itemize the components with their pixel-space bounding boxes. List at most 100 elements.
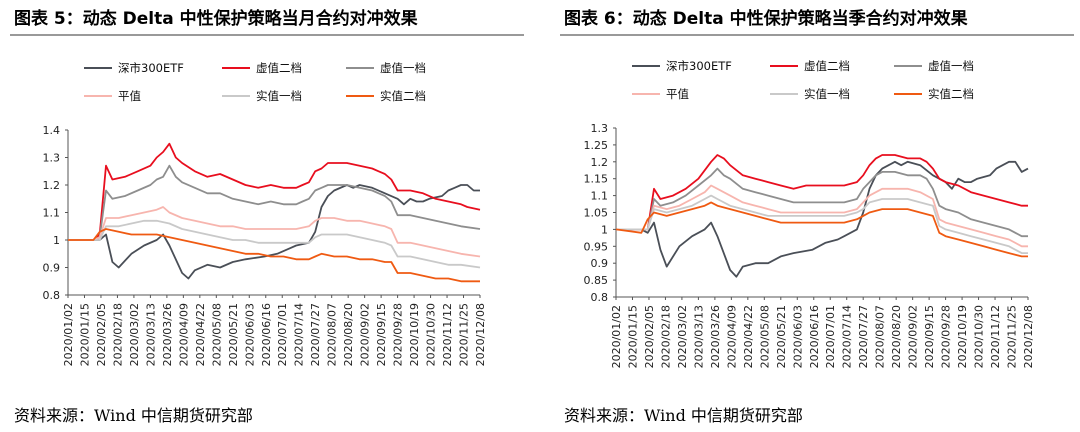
x-tick-label: 2020/07/14 — [841, 305, 854, 368]
y-tick-label: 1.15 — [584, 173, 609, 186]
x-tick-label: 2020/02/05 — [643, 305, 656, 368]
x-tick-label: 2020/04/22 — [194, 303, 207, 366]
legend-label-atm: 平值 — [666, 87, 689, 101]
legend-label-itm1: 虚值一档 — [928, 59, 974, 73]
x-tick-label: 2020/06/03 — [791, 305, 804, 368]
x-tick-label: 2020/04/09 — [725, 305, 738, 368]
x-tick-label: 2020/03/13 — [144, 303, 157, 366]
x-tick-label: 2020/01/15 — [626, 305, 639, 368]
x-tick-label: 2020/02/18 — [659, 305, 672, 368]
chart-panel-monthly: 图表 5：动态 Delta 中性保护策略当月合约对冲效果 0.8 0.9 1 1.1 1… — [0, 0, 530, 432]
x-tick-label: 2020/03/26 — [709, 305, 722, 368]
x-tick-label: 2020/10/19 — [408, 303, 421, 366]
x-tick-label: 2020/08/07 — [874, 305, 887, 368]
x-tick-label: 2020/06/16 — [808, 305, 821, 368]
series-line-itm2 — [616, 154, 1028, 231]
series-line-itm2 — [68, 142, 481, 241]
y-tick-label: 1.2 — [591, 156, 609, 169]
legend-label-otm1: 实值一档 — [256, 89, 302, 103]
y-tick-label: 1 — [601, 223, 608, 236]
x-tick-label: 2020/10/19 — [956, 305, 969, 368]
title-rule — [10, 34, 524, 36]
y-tick-label: 1.3 — [43, 152, 61, 165]
legend-label-atm: 平值 — [118, 89, 141, 103]
series-line-otm2 — [615, 201, 1028, 258]
y-tick-label: 1.05 — [584, 207, 609, 220]
x-tick-label: 2020/07/14 — [293, 303, 306, 366]
x-tick-label: 2020/09/28 — [392, 303, 405, 366]
x-tick-label: 2020/09/15 — [923, 305, 936, 368]
x-tick-label: 2020/11/25 — [458, 303, 471, 366]
x-tick-label: 2020/12/08 — [1022, 305, 1035, 368]
x-tick-label: 2020/09/02 — [907, 305, 920, 368]
x-tick-label: 2020/02/18 — [111, 303, 124, 366]
x-tick-label: 2020/03/02 — [128, 303, 141, 366]
x-tick-label: 2020/09/15 — [375, 303, 388, 366]
x-tick-label: 2020/03/02 — [676, 305, 689, 368]
source-note: 资料来源：Wind 中信期货研究部 — [14, 406, 253, 425]
series-line-otm1 — [68, 219, 481, 269]
series-line-hs300etf — [68, 184, 480, 280]
y-tick-label: 0.8 — [43, 289, 61, 302]
series-line-otm1 — [616, 194, 1028, 254]
y-tick-label: 0.85 — [584, 274, 609, 287]
x-tick-label: 2020/04/09 — [177, 303, 190, 366]
x-tick-label: 2020/11/12 — [441, 303, 454, 366]
series-line-otm2 — [68, 228, 480, 283]
series-line-hs300etf — [616, 160, 1029, 278]
x-tick-label: 2020/04/22 — [742, 305, 755, 368]
x-tick-label: 2020/07/27 — [857, 305, 870, 368]
y-tick-label: 1.1 — [591, 190, 609, 203]
x-tick-label: 2020/06/03 — [243, 303, 256, 366]
x-tick-label: 2020/12/08 — [474, 303, 487, 366]
y-tick-label: 1.1 — [43, 207, 61, 220]
x-tick-label: 2020/09/28 — [940, 305, 953, 368]
line-chart-monthly: 0.8 0.9 1 1.1 1.2 1.3 1.4 2020/01/02 2020/01/15 2… — [43, 61, 488, 366]
x-tick-label: 2020/01/02 — [610, 305, 623, 368]
x-tick-label: 2020/07/01 — [276, 303, 289, 366]
x-tick-label: 2020/10/30 — [425, 303, 438, 366]
series-line-atm — [616, 184, 1028, 248]
chart-title: 图表 5：动态 Delta 中性保护策略当月合约对冲效果 — [14, 9, 418, 29]
series-line-itm1 — [68, 164, 481, 241]
x-tick-label: 2020/02/05 — [95, 303, 108, 366]
chart-panel-quarterly: 图表 6：动态 Delta 中性保护策略当季合约对冲效果 0.8 0.85 0.9 0… — [550, 0, 1080, 432]
y-tick-label: 1.2 — [43, 179, 61, 192]
y-tick-label: 0.9 — [43, 262, 61, 275]
legend-label-hs300etf: 深市300ETF — [666, 59, 732, 73]
y-tick-label: 0.9 — [591, 257, 609, 270]
x-tick-label: 2020/03/13 — [692, 305, 705, 368]
title-rule — [560, 34, 1074, 36]
x-tick-label: 2020/05/08 — [758, 305, 771, 368]
legend-label-itm2: 虚值二档 — [804, 59, 850, 73]
legend-label-otm2: 实值二档 — [928, 87, 974, 101]
x-tick-label: 2020/05/21 — [775, 305, 788, 368]
x-tick-label: 2020/08/07 — [326, 303, 339, 366]
y-tick-label: 0.8 — [591, 291, 609, 304]
x-tick-label: 2020/07/01 — [824, 305, 837, 368]
x-tick-label: 2020/08/20 — [890, 305, 903, 368]
line-chart-quarterly: 0.8 0.85 0.9 0.95 1 1.05 1.1 1.15 1.2 1.25 1.3 2020… — [584, 59, 1036, 368]
series-line-atm — [68, 206, 481, 258]
legend-label-otm1: 实值一档 — [804, 87, 850, 101]
x-tick-label: 2020/11/12 — [989, 305, 1002, 368]
x-tick-label: 2020/01/15 — [78, 303, 91, 366]
x-tick-label: 2020/08/20 — [342, 303, 355, 366]
x-tick-label: 2020/07/27 — [309, 303, 322, 366]
chart-title: 图表 6：动态 Delta 中性保护策略当季合约对冲效果 — [564, 9, 968, 29]
x-tick-label: 2020/05/21 — [227, 303, 240, 366]
source-note: 资料来源：Wind 中信期货研究部 — [564, 406, 803, 425]
legend-label-itm1: 虚值一档 — [380, 61, 426, 75]
series-line-itm1 — [616, 167, 1028, 238]
legend-label-hs300etf: 深市300ETF — [118, 61, 184, 75]
x-tick-label: 2020/03/26 — [161, 303, 174, 366]
y-tick-label: 1.3 — [591, 122, 609, 135]
x-tick-label: 2020/06/16 — [260, 303, 273, 366]
legend-label-itm2: 虚值二档 — [256, 61, 302, 75]
x-tick-label: 2020/01/02 — [62, 303, 75, 366]
x-tick-label: 2020/10/30 — [973, 305, 986, 368]
x-tick-label: 2020/09/02 — [359, 303, 372, 366]
y-tick-label: 1 — [53, 234, 60, 247]
y-tick-label: 1.25 — [584, 139, 609, 152]
x-tick-label: 2020/05/08 — [210, 303, 223, 366]
